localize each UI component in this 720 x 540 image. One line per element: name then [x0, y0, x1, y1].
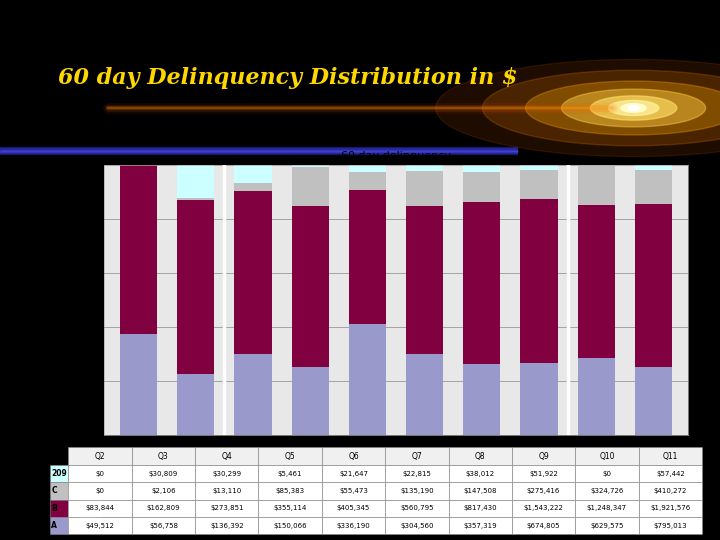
Bar	[292, 367, 329, 435]
Bar	[120, 165, 157, 334]
Ellipse shape	[621, 104, 647, 112]
Bar	[292, 165, 329, 167]
Bar	[635, 204, 672, 367]
Bar	[521, 170, 557, 199]
Bar	[177, 198, 215, 200]
Bar	[521, 165, 557, 170]
Bar	[292, 167, 329, 206]
Bar	[406, 354, 444, 435]
Ellipse shape	[436, 59, 720, 157]
Bar	[635, 170, 672, 204]
Ellipse shape	[628, 105, 639, 111]
Bar	[348, 172, 386, 190]
Bar	[577, 205, 615, 357]
Bar	[120, 334, 157, 435]
Legend: 209, C, B, A: 209, C, B, A	[68, 484, 102, 534]
Bar	[406, 206, 444, 354]
Bar	[235, 183, 271, 191]
Bar	[463, 201, 500, 364]
Bar	[463, 165, 500, 172]
Ellipse shape	[526, 81, 720, 135]
Ellipse shape	[608, 100, 659, 116]
Bar	[177, 165, 215, 198]
Bar	[235, 191, 271, 354]
Bar	[521, 199, 557, 363]
Bar	[577, 165, 615, 205]
Bar	[635, 165, 672, 170]
Bar	[348, 324, 386, 435]
Ellipse shape	[562, 89, 706, 127]
Bar	[177, 200, 215, 374]
Bar	[463, 172, 500, 201]
Ellipse shape	[482, 70, 720, 146]
Bar	[406, 165, 444, 171]
Bar	[348, 190, 386, 324]
Bar	[235, 354, 271, 435]
Text: 60 day Delinquency Distribution in $: 60 day Delinquency Distribution in $	[58, 68, 518, 89]
Bar	[406, 171, 444, 206]
Bar	[635, 367, 672, 435]
Title: 60 day delinquency: 60 day delinquency	[341, 151, 451, 161]
Bar	[292, 206, 329, 367]
Ellipse shape	[590, 96, 677, 120]
Bar	[177, 374, 215, 435]
Bar	[521, 363, 557, 435]
Bar	[235, 165, 271, 183]
Bar	[577, 357, 615, 435]
Bar	[463, 364, 500, 435]
Bar	[348, 165, 386, 172]
